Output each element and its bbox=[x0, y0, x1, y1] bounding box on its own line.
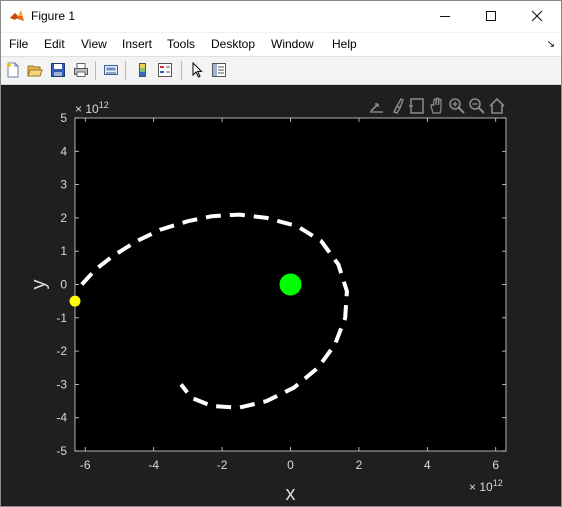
x-tick-label: -4 bbox=[148, 458, 159, 472]
property-inspector-button[interactable] bbox=[210, 61, 228, 79]
toolbar-separator bbox=[95, 61, 96, 80]
y-tick-label: 3 bbox=[60, 178, 67, 192]
menu-view[interactable]: View bbox=[81, 37, 107, 51]
link-plot-icon bbox=[104, 65, 118, 75]
export-icon[interactable] bbox=[368, 97, 386, 115]
pan-icon[interactable] bbox=[428, 97, 446, 115]
open-file-button[interactable] bbox=[26, 61, 44, 79]
new-figure-button[interactable] bbox=[4, 61, 22, 79]
edit-plot-icon bbox=[192, 62, 203, 78]
menu-edit[interactable]: Edit bbox=[44, 37, 65, 51]
home-icon[interactable] bbox=[488, 97, 506, 115]
y-tick-label: -5 bbox=[56, 444, 67, 458]
orbiting-body-marker bbox=[69, 295, 81, 307]
brush-icon[interactable] bbox=[389, 97, 407, 115]
minimize-icon bbox=[440, 16, 450, 17]
y-axis-label: y bbox=[28, 280, 50, 290]
insert-legend-button[interactable] bbox=[156, 61, 174, 79]
menu-help[interactable]: Help bbox=[332, 37, 357, 51]
figure-toolbar bbox=[1, 57, 561, 85]
menu-tools[interactable]: Tools bbox=[167, 37, 196, 51]
new-figure-icon bbox=[7, 62, 19, 78]
insert-colorbar-button[interactable] bbox=[134, 61, 152, 79]
zoom-out-icon[interactable] bbox=[468, 97, 486, 115]
print-icon bbox=[74, 63, 88, 77]
save-button[interactable] bbox=[49, 61, 67, 79]
print-button[interactable] bbox=[72, 61, 90, 79]
title-bar[interactable]: Figure 1 bbox=[1, 1, 561, 32]
link-plot-button[interactable] bbox=[102, 61, 120, 79]
insert-colorbar-icon bbox=[139, 63, 146, 77]
y-tick-label: 2 bbox=[60, 211, 67, 225]
dock-arrow-icon[interactable]: ↘ bbox=[546, 39, 555, 50]
zoom-in-icon[interactable] bbox=[448, 97, 466, 115]
toolbar-separator bbox=[125, 61, 126, 80]
save-icon bbox=[51, 63, 65, 77]
x-tick-label: -6 bbox=[80, 458, 91, 472]
x-tick-label: 4 bbox=[424, 458, 431, 472]
y-tick-label: 1 bbox=[60, 244, 67, 258]
plot-svg: -6 -4 -2 0 2 4 6 -5 -4 -3 -2 -1 0 1 2 3 4 5 × 1012 × 1012… bbox=[28, 100, 507, 505]
x-axis-label: x bbox=[286, 483, 296, 505]
window-title: Figure 1 bbox=[31, 9, 76, 23]
menu-desktop[interactable]: Desktop bbox=[211, 37, 256, 51]
central-body-marker bbox=[279, 273, 302, 296]
orbit-path bbox=[80, 212, 349, 410]
insert-legend-icon bbox=[158, 63, 172, 77]
matlab-icon bbox=[10, 10, 24, 21]
menu-file[interactable]: File bbox=[9, 37, 29, 51]
maximize-button[interactable] bbox=[468, 1, 514, 31]
close-icon bbox=[531, 10, 543, 22]
maximize-icon bbox=[486, 11, 496, 21]
open-file-icon bbox=[27, 65, 43, 77]
x-exponent-label: × 1012 bbox=[469, 478, 503, 494]
edit-plot-button[interactable] bbox=[188, 61, 206, 79]
data-tips-icon[interactable] bbox=[408, 97, 426, 115]
y-tick-label: 5 bbox=[60, 111, 67, 125]
y-tick-label: 4 bbox=[60, 144, 67, 158]
minimize-button[interactable] bbox=[422, 1, 468, 31]
y-tick-label: 0 bbox=[60, 278, 67, 292]
menu-window[interactable]: Window bbox=[271, 37, 314, 51]
x-tick-label: -2 bbox=[217, 458, 228, 472]
property-inspector-icon bbox=[212, 63, 226, 77]
x-tick-label: 2 bbox=[356, 458, 363, 472]
menu-bar: File Edit View Insert Tools Desktop Wind… bbox=[1, 33, 561, 57]
x-tick-label: 0 bbox=[287, 458, 294, 472]
close-button[interactable] bbox=[514, 1, 560, 31]
toolbar-separator bbox=[181, 61, 182, 80]
y-tick-label: -2 bbox=[56, 344, 67, 358]
y-tick-label: -1 bbox=[56, 311, 67, 325]
menu-insert[interactable]: Insert bbox=[122, 37, 153, 51]
y-tick-label: -3 bbox=[56, 377, 67, 391]
y-tick-label: -4 bbox=[56, 411, 67, 425]
x-tick-label: 6 bbox=[492, 458, 499, 472]
y-exponent-label: × 1012 bbox=[75, 100, 109, 116]
